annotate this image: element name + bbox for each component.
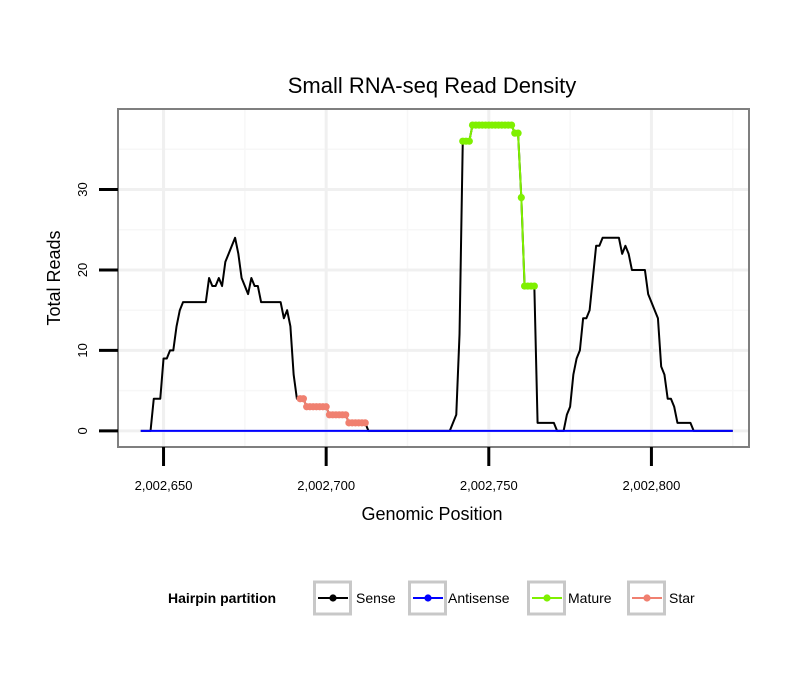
legend-label-mature: Mature <box>568 590 612 606</box>
y-tick-label: 20 <box>75 263 90 277</box>
y-tick-label: 10 <box>75 343 90 357</box>
chart-title: Small RNA-seq Read Density <box>288 73 577 98</box>
x-tick-label: 2,002,700 <box>297 478 355 493</box>
x-tick-label: 2,002,650 <box>135 478 193 493</box>
star-point <box>342 411 350 419</box>
x-tick-label: 2,002,750 <box>460 478 518 493</box>
x-axis: 2,002,650 2,002,700 2,002,750 2,002,800 <box>135 447 681 493</box>
mature-point <box>507 121 516 129</box>
y-axis-title: Total Reads <box>44 230 64 325</box>
legend-point-antisense <box>424 594 432 602</box>
x-tick-label: 2,002,800 <box>623 478 681 493</box>
mature-point <box>514 129 522 137</box>
legend-point-sense <box>329 594 337 602</box>
mature-point <box>530 282 538 290</box>
star-point <box>322 403 330 411</box>
mature-point <box>465 137 473 145</box>
plot-border <box>117 108 750 448</box>
y-tick-label: 0 <box>75 427 90 434</box>
x-axis-title: Genomic Position <box>361 504 502 524</box>
star-point <box>299 395 307 403</box>
legend-label-antisense: Antisense <box>448 590 510 606</box>
legend-title: Hairpin partition <box>168 590 276 606</box>
legend-label-star: Star <box>669 590 695 606</box>
series-layer <box>140 121 733 432</box>
legend-point-mature <box>543 594 551 602</box>
y-tick-label: 30 <box>75 182 90 196</box>
legend: Hairpin partition Sense Antisense Mature St… <box>168 580 695 616</box>
mature-point <box>517 193 525 202</box>
plot-panel <box>118 109 749 447</box>
legend-point-star <box>643 594 651 602</box>
star-point <box>361 419 369 427</box>
y-axis: 0 10 20 30 <box>75 182 118 435</box>
series-line-sense <box>140 124 733 432</box>
legend-label-sense: Sense <box>356 590 396 606</box>
